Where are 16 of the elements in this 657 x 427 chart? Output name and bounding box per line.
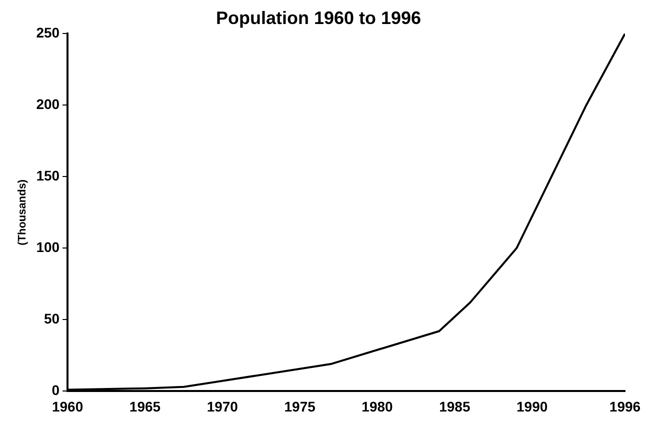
y-tick-label: 250: [36, 24, 60, 40]
x-tick-label: 1975: [284, 398, 316, 414]
x-tick-label: 1960: [52, 398, 84, 414]
y-tick-label: 100: [36, 239, 60, 256]
x-tick-label: 1970: [206, 398, 238, 414]
x-tick-label: 1980: [362, 398, 394, 414]
x-tick-label: 1985: [439, 398, 470, 414]
y-axis-title: (Thousands): [16, 179, 29, 246]
x-tick-label: 1965: [129, 398, 161, 414]
chart-title: Population 1960 to 1996: [216, 8, 422, 28]
y-tick-label: 150: [36, 168, 60, 184]
x-tick-label: 1990: [516, 398, 548, 414]
x-tick-label: 1996: [609, 398, 641, 414]
y-tick-label: 0: [52, 382, 60, 398]
y-tick-label: 50: [44, 310, 60, 327]
y-tick-label: 200: [36, 96, 60, 112]
